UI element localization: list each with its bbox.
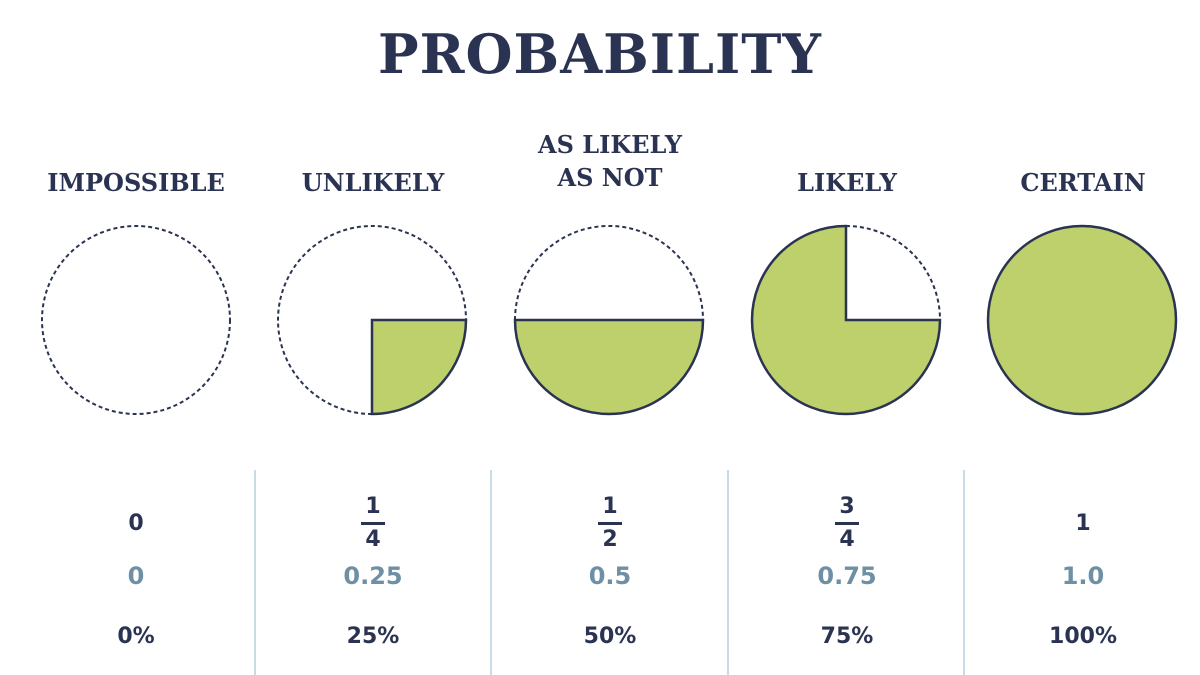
- fraction-denominator: 4: [365, 526, 381, 552]
- fraction-whole: 1: [1075, 510, 1091, 536]
- fraction-numerator: 3: [839, 493, 855, 519]
- empty-outline: [277, 225, 467, 415]
- label-likely: LIKELY: [729, 166, 965, 199]
- decimal-impossible: 0: [127, 562, 145, 590]
- pie-likely: [750, 224, 942, 416]
- pie-as-likely-as-not: [513, 225, 705, 416]
- fraction-numerator: 1: [365, 493, 381, 519]
- column-divider: [963, 470, 965, 675]
- fraction: 1 4: [361, 493, 385, 552]
- fraction-certain: 1: [965, 498, 1200, 548]
- percent-likely: 75%: [820, 624, 874, 649]
- label-line: CERTAIN: [1020, 168, 1146, 197]
- label-line: AS LIKELY: [537, 130, 683, 159]
- fraction-impossible: 0: [18, 498, 254, 548]
- empty-outline: [845, 225, 941, 321]
- percent-certain: 100%: [1049, 624, 1117, 649]
- fraction-bar: [598, 521, 622, 525]
- fraction-likely: 3 4: [729, 493, 965, 552]
- fraction-denominator: 2: [602, 526, 618, 552]
- fraction-denominator: 4: [839, 526, 855, 552]
- decimal-likely: 0.75: [817, 562, 877, 590]
- fraction-bar: [835, 521, 859, 525]
- column-divider: [727, 470, 729, 675]
- label-as-likely-as-not: AS LIKELY AS NOT: [492, 128, 728, 194]
- fraction-unlikely: 1 4: [255, 493, 491, 552]
- label-line: AS NOT: [557, 163, 663, 192]
- probability-sector: [513, 318, 705, 416]
- probability-sector: [986, 224, 1178, 416]
- probability-sector: [370, 318, 468, 416]
- empty-outline: [514, 225, 704, 321]
- fraction-as-likely-as-not: 1 2: [492, 493, 728, 552]
- percent-impossible: 0%: [117, 624, 155, 649]
- percent-unlikely: 25%: [346, 624, 400, 649]
- label-line: UNLIKELY: [301, 168, 445, 197]
- label-unlikely: UNLIKELY: [255, 166, 491, 199]
- label-impossible: IMPOSSIBLE: [18, 166, 254, 199]
- label-certain: CERTAIN: [965, 166, 1200, 199]
- page-title: PROBABILITY: [378, 22, 822, 86]
- percent-as-likely-as-not: 50%: [583, 624, 637, 649]
- fraction: 1 2: [598, 493, 622, 552]
- fraction: 3 4: [835, 493, 859, 552]
- label-line: IMPOSSIBLE: [47, 168, 225, 197]
- decimal-unlikely: 0.25: [343, 562, 403, 590]
- decimal-as-likely-as-not: 0.5: [588, 562, 632, 590]
- decimal-certain: 1.0: [1061, 562, 1105, 590]
- fraction-numerator: 1: [602, 493, 618, 519]
- fraction-bar: [361, 521, 385, 525]
- pie-certain: [986, 224, 1178, 416]
- probability-sector: [750, 224, 942, 416]
- fraction-whole: 0: [128, 510, 144, 536]
- label-line: LIKELY: [797, 168, 897, 197]
- pie-impossible: [41, 225, 231, 415]
- column-divider: [254, 470, 256, 675]
- pie-unlikely: [277, 225, 468, 416]
- column-divider: [490, 470, 492, 675]
- empty-outline: [41, 225, 231, 415]
